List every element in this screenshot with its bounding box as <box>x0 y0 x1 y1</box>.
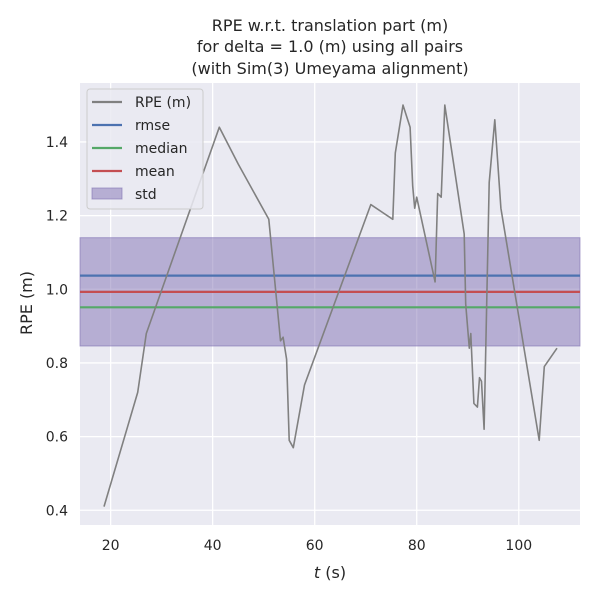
y-tick-label-4: 1.2 <box>46 209 68 225</box>
y-axis-label: RPE (m) <box>17 271 36 335</box>
legend-label-3: mean <box>135 164 175 180</box>
chart-title-line-1: RPE w.r.t. translation part (m) <box>212 16 448 35</box>
legend-label-2: median <box>135 141 187 157</box>
x-axis-label: t (s) <box>314 563 346 582</box>
stat-lines-group <box>80 274 580 309</box>
chart-title-line-2: for delta = 1.0 (m) using all pairs <box>197 37 463 56</box>
legend-swatch-4 <box>91 187 123 200</box>
y-tick-label-2: 0.8 <box>46 356 68 372</box>
x-tick-label-4: 100 <box>505 538 532 554</box>
legend-label-0: RPE (m) <box>135 95 191 111</box>
y-tick-label-3: 1.0 <box>46 282 68 298</box>
rpe-series-line-0 <box>103 104 558 507</box>
x-tick-label-2: 60 <box>306 538 324 554</box>
y-tick-label-0: 0.4 <box>46 503 68 519</box>
y-tick-labels: 0.4 0.6 0.8 1.0 1.2 1.4 <box>46 135 68 519</box>
legend-label-1: rmse <box>135 118 170 134</box>
series-group <box>103 104 558 507</box>
x-tick-label-3: 80 <box>408 538 426 554</box>
legend: RPE (m) rmse median mean std <box>86 88 204 210</box>
y-tick-label-1: 0.6 <box>46 430 68 446</box>
x-tick-label-1: 40 <box>204 538 222 554</box>
x-tick-label-0: 20 <box>102 538 120 554</box>
x-tick-labels: 20 40 60 80 100 <box>102 538 532 554</box>
x-axis-label-variable: t <box>314 563 321 582</box>
x-axis-label-unit: (s) <box>320 563 346 582</box>
chart-title-line-3: (with Sim(3) Umeyama alignment) <box>191 59 468 78</box>
legend-label-4: std <box>135 187 157 203</box>
y-tick-label-5: 1.4 <box>46 135 68 151</box>
legend-frame <box>86 88 204 210</box>
